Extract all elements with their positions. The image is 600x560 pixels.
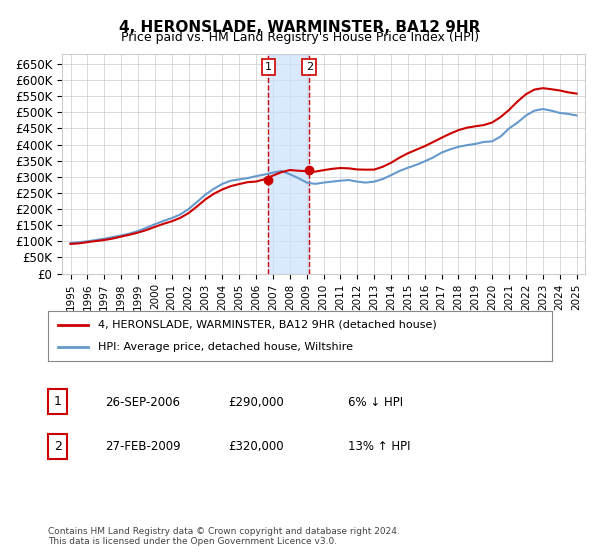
Bar: [268, 54, 309, 274]
Text: 4, HERONSLADE, WARMINSTER, BA12 9HR: 4, HERONSLADE, WARMINSTER, BA12 9HR: [119, 20, 481, 35]
Text: 2: 2: [53, 440, 62, 453]
Text: 27-FEB-2009: 27-FEB-2009: [105, 440, 181, 454]
Text: Price paid vs. HM Land Registry's House Price Index (HPI): Price paid vs. HM Land Registry's House …: [121, 31, 479, 44]
Text: HPI: Average price, detached house, Wiltshire: HPI: Average price, detached house, Wilt…: [98, 342, 353, 352]
Text: Contains HM Land Registry data © Crown copyright and database right 2024.
This d: Contains HM Land Registry data © Crown c…: [48, 526, 400, 546]
Text: 2: 2: [305, 62, 313, 72]
Text: £290,000: £290,000: [228, 395, 284, 409]
Text: 4, HERONSLADE, WARMINSTER, BA12 9HR (detached house): 4, HERONSLADE, WARMINSTER, BA12 9HR (det…: [98, 320, 437, 330]
Text: 6% ↓ HPI: 6% ↓ HPI: [348, 395, 403, 409]
Text: 1: 1: [53, 395, 62, 408]
Text: 13% ↑ HPI: 13% ↑ HPI: [348, 440, 410, 454]
Text: 1: 1: [265, 62, 272, 72]
Text: £320,000: £320,000: [228, 440, 284, 454]
Text: 26-SEP-2006: 26-SEP-2006: [105, 395, 180, 409]
